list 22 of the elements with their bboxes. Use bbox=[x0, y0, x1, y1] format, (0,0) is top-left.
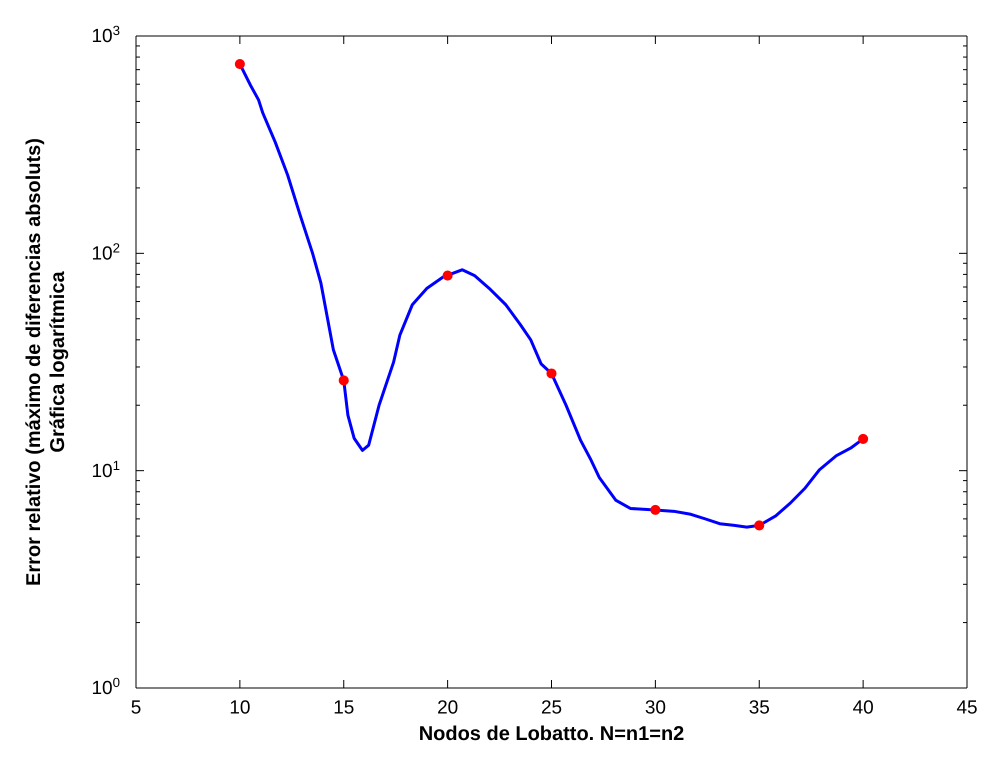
point bbox=[338, 375, 349, 386]
point bbox=[546, 368, 557, 379]
y-axis-title: Error relativo (máximo de diferencias absoluts) Gráfica logarítmica bbox=[23, 138, 69, 586]
x-tick-label: 45 bbox=[956, 697, 978, 718]
point bbox=[858, 434, 868, 444]
x-tick-label: 10 bbox=[229, 697, 250, 718]
point bbox=[442, 270, 453, 281]
point bbox=[754, 520, 764, 530]
x-tick-label: 25 bbox=[540, 697, 562, 718]
x-tick-label: 15 bbox=[333, 697, 354, 718]
x-tick-label: 40 bbox=[852, 697, 874, 718]
point bbox=[650, 504, 660, 515]
x-axis-title: Nodos de Lobatto. N=n1=n2 bbox=[418, 723, 684, 745]
y-tick-label: 10$^{3}$ bbox=[91, 22, 120, 48]
y-tick-label: 10$^{0}$ bbox=[91, 674, 120, 700]
x-tick-label: 5 bbox=[130, 697, 142, 718]
y-tick-label: 10$^{2}$ bbox=[91, 240, 120, 264]
point bbox=[234, 59, 245, 70]
x-tick-label: 30 bbox=[644, 697, 666, 718]
x-tick-label: 20 bbox=[437, 697, 458, 718]
x-tick-label: 35 bbox=[748, 697, 770, 718]
y-tick-label: 10$^{1}$ bbox=[91, 457, 120, 482]
